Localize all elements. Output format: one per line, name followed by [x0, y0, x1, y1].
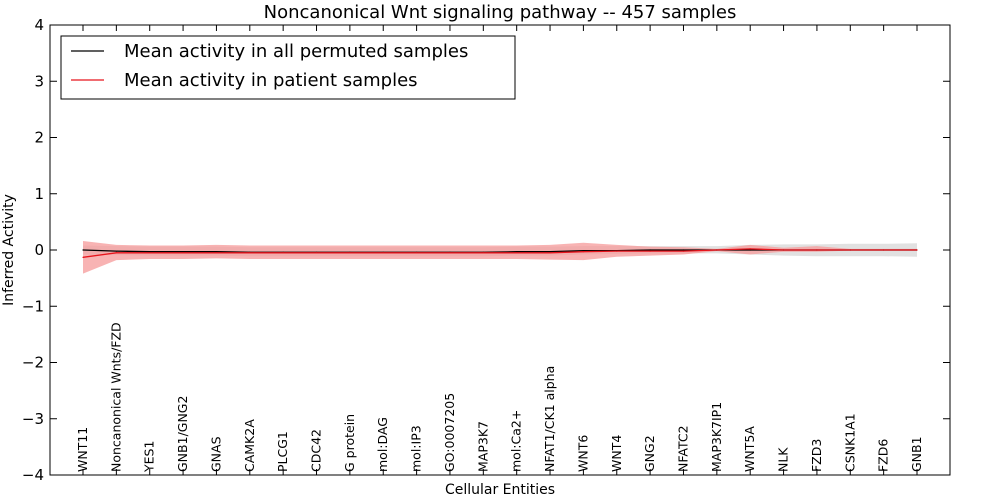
point-patient: [682, 250, 685, 252]
point-patient: [616, 250, 618, 252]
point-patient: [916, 249, 918, 251]
point-patient: [315, 252, 318, 254]
confidence-bands: [83, 241, 917, 274]
legend: Mean activity in all permuted samples Me…: [60, 35, 516, 100]
x-tick-label: GNB1: [909, 436, 924, 472]
x-tick-label: CSNK1A1: [842, 413, 857, 472]
point-patient: [516, 252, 518, 254]
point-permuted: [549, 251, 551, 253]
point-patient: [82, 256, 84, 258]
legend-entry-patient: Mean activity in patient samples: [124, 70, 418, 91]
point-patient: [215, 252, 217, 254]
x-axis: WNT11 Noncanonical Wnts/FZD YES1 GNB1/GNG2 G…: [75, 25, 924, 475]
point-patient: [382, 252, 384, 254]
point-patient: [649, 250, 651, 252]
point-patient: [249, 252, 251, 254]
point-permuted: [749, 249, 751, 251]
point-permuted: [215, 251, 217, 253]
point-patient: [883, 249, 885, 251]
x-tick-label: FZD6: [876, 439, 891, 472]
x-tick-label: G protein: [342, 414, 357, 472]
x-axis-label: Cellular Entities: [445, 482, 555, 498]
x-tick-label: GNAS: [208, 436, 223, 472]
point-patient: [549, 252, 551, 254]
x-tick-label: FZD3: [809, 439, 824, 472]
x-tick-label: YES1: [142, 441, 157, 473]
x-tick-label: GO:0007205: [442, 393, 457, 472]
point-patient: [849, 249, 851, 251]
x-tick-label: mol:Ca2+: [509, 410, 524, 472]
point-patient: [416, 252, 418, 254]
legend-box: [60, 35, 516, 100]
point-patient: [716, 249, 718, 251]
point-patient: [282, 252, 284, 254]
x-tick-label: NFAT1/CK1 alpha: [542, 366, 557, 472]
x-tick-label: mol:DAG: [375, 417, 390, 472]
y-tick-label: 4: [34, 16, 44, 34]
x-tick-label: GNB1/GNG2: [175, 396, 190, 472]
x-tick-label: Noncanonical Wnts/FZD: [108, 322, 123, 472]
point-patient: [582, 251, 585, 253]
point-permuted: [682, 249, 685, 251]
point-patient: [449, 252, 451, 254]
x-tick-label: WNT5A: [742, 426, 757, 472]
point-patient: [783, 249, 785, 251]
x-tick-label: mol:IP3: [409, 425, 424, 472]
point-patient: [749, 248, 751, 250]
point-permuted: [649, 249, 651, 251]
x-tick-label: NLK: [776, 447, 791, 472]
x-tick-label: CDC42: [309, 429, 324, 472]
point-permuted: [582, 250, 585, 252]
point-patient: [349, 252, 351, 254]
y-tick-label: −1: [22, 297, 44, 315]
x-tick-label: WNT11: [75, 427, 90, 472]
x-tick-label: PLCG1: [275, 431, 290, 472]
band-patient: [83, 241, 917, 274]
point-patient: [182, 252, 184, 254]
point-permuted: [149, 251, 151, 253]
y-tick-label: 3: [34, 72, 44, 90]
x-tick-label: MAP3K7: [475, 421, 490, 472]
y-tick-label: 2: [34, 129, 44, 147]
point-permuted: [115, 250, 117, 252]
y-axis: −4 −3 −2 −1 0 1 2 3 4: [22, 16, 950, 484]
y-tick-label: −4: [22, 466, 44, 484]
x-tick-label: GNG2: [642, 435, 657, 472]
point-patient: [115, 252, 117, 254]
y-tick-label: −3: [22, 410, 44, 428]
point-patient: [482, 252, 484, 254]
chart-title: Noncanonical Wnt signaling pathway -- 45…: [264, 2, 737, 23]
x-tick-label: WNT4: [609, 435, 624, 472]
x-tick-label: NFATC2: [675, 425, 690, 472]
point-permuted: [82, 249, 84, 251]
y-tick-label: 0: [34, 241, 44, 259]
series-lines: [82, 248, 918, 258]
y-tick-label: 1: [34, 185, 44, 203]
point-permuted: [516, 251, 518, 253]
x-tick-label: CAMK2A: [242, 419, 257, 472]
point-patient: [816, 249, 818, 251]
legend-entry-permuted: Mean activity in all permuted samples: [124, 41, 468, 62]
point-permuted: [182, 251, 184, 253]
y-axis-label: Inferred Activity: [1, 194, 17, 306]
x-tick-label: MAP3K7IP1: [709, 402, 724, 472]
y-tick-label: −2: [22, 354, 44, 372]
point-patient: [149, 252, 151, 254]
x-tick-label: WNT6: [575, 435, 590, 472]
line-patient: [82, 248, 917, 258]
